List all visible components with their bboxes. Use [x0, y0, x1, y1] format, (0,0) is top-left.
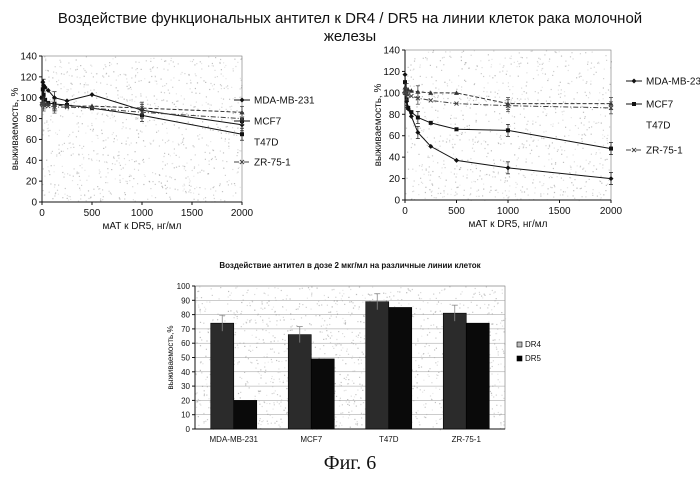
y-tick-label: 20 [181, 396, 190, 405]
y-tick-label: 80 [181, 311, 190, 320]
bar-DR4-ZR-75-1 [443, 313, 466, 429]
category-label: T47D [379, 435, 399, 444]
y-tick-label: 100 [177, 282, 191, 291]
legend-swatch [517, 356, 522, 361]
y-tick-label: 70 [181, 325, 190, 334]
category-label: MDA-MB-231 [210, 435, 259, 444]
bar-DR5-MDA-MB-231 [234, 400, 257, 429]
category-label: MCF7 [300, 435, 322, 444]
bar-DR5-MCF7 [311, 359, 334, 429]
y-tick-label: 90 [181, 296, 190, 305]
bar-DR4-MDA-MB-231 [211, 323, 234, 429]
legend-label: DR5 [525, 354, 542, 363]
y-tick-label: 30 [181, 382, 190, 391]
legend-entry-DR5: DR5 [517, 354, 542, 363]
y-tick-label: 60 [181, 339, 190, 348]
y-axis-label: выживаемость,% [166, 326, 175, 390]
bar-DR5-T47D [389, 307, 412, 429]
y-tick-label: 40 [181, 368, 190, 377]
y-tick-label: 50 [181, 354, 190, 363]
legend-entry-DR4: DR4 [517, 340, 542, 349]
bar-DR4-T47D [366, 302, 389, 429]
y-tick-label: 0 [186, 425, 191, 434]
figure-caption: Фиг. 6 [0, 452, 700, 475]
bar-DR5-ZR-75-1 [466, 323, 489, 429]
bar-DR4-MCF7 [288, 335, 311, 429]
legend-swatch [517, 342, 522, 347]
category-label: ZR-75-1 [452, 435, 482, 444]
y-tick-label: 10 [181, 411, 190, 420]
legend-label: DR4 [525, 340, 542, 349]
